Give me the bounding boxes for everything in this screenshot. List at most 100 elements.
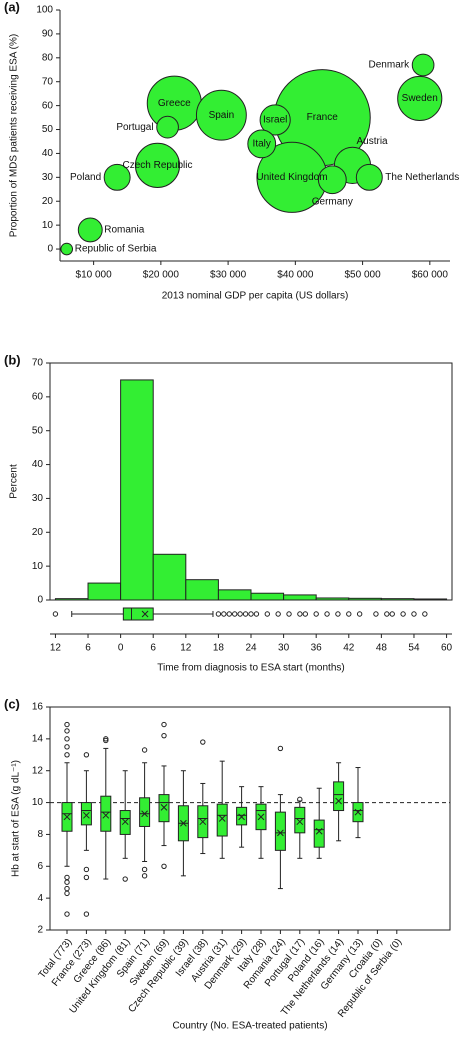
outlier — [83, 866, 90, 873]
x-tick-label: 6 — [85, 643, 91, 654]
outlier — [52, 611, 59, 617]
outlier — [356, 611, 363, 617]
bubble — [317, 165, 347, 195]
mean-marker — [141, 810, 148, 818]
outlier — [286, 611, 292, 617]
y-tick-label: 70 — [32, 358, 44, 369]
x-tick-label: 48 — [376, 643, 388, 654]
y-tick-label: 100 — [36, 5, 53, 16]
outlier — [161, 732, 167, 739]
x-tick-label: 54 — [408, 643, 420, 654]
mean-marker — [180, 819, 187, 827]
y-axis-title: Percent — [9, 464, 20, 499]
outlier — [221, 611, 227, 617]
x-tick-label: 42 — [343, 643, 355, 654]
box — [158, 794, 170, 823]
outlier — [297, 796, 303, 803]
outlier — [64, 721, 70, 728]
mean-marker — [238, 813, 245, 821]
x-tick-label: 0 — [118, 643, 124, 654]
outlier — [237, 611, 243, 617]
outlier — [64, 879, 70, 885]
y-tick-label: 50 — [32, 425, 44, 436]
x-tick-label: 60 — [441, 643, 453, 654]
outlier — [264, 611, 270, 617]
outlier — [422, 611, 428, 617]
x-axis-title: Time from diagnosis to ESA start (months… — [157, 663, 344, 674]
x-axis-title: 2013 nominal GDP per capita (US dollars) — [162, 291, 349, 302]
plot-frame — [49, 362, 453, 601]
outlier — [64, 728, 70, 734]
y-tick-label: 50 — [42, 124, 54, 135]
point-label: Denmark — [369, 60, 411, 71]
box — [100, 795, 112, 832]
mean-marker — [354, 808, 362, 816]
mean-marker — [296, 818, 304, 826]
outlier — [83, 874, 90, 881]
mean-marker — [121, 818, 129, 826]
outlier — [141, 747, 148, 753]
point-label: Sweden — [402, 93, 438, 104]
point-label: Czech Republic — [122, 160, 192, 171]
outlier — [400, 611, 406, 617]
outlier — [64, 736, 70, 742]
histogram-bar — [380, 598, 415, 601]
mean-marker — [199, 818, 207, 826]
bubble — [60, 242, 74, 256]
box — [216, 803, 228, 837]
x-tick-label: $50 000 — [345, 270, 382, 281]
plot-frame — [49, 706, 451, 931]
outlier — [373, 611, 379, 617]
y-tick-label: 10 — [42, 220, 54, 231]
point-label: France — [307, 112, 339, 123]
outlier — [297, 611, 303, 617]
outlier — [384, 611, 390, 617]
outlier — [64, 744, 70, 750]
outlier — [411, 611, 417, 617]
y-tick-label: 40 — [42, 148, 54, 159]
x-tick-label: $40 000 — [277, 270, 314, 281]
outlier — [324, 611, 330, 617]
outlier — [248, 611, 254, 617]
y-tick-label: 70 — [42, 76, 54, 87]
point-label: Poland — [70, 172, 101, 183]
outlier — [64, 752, 70, 758]
x-tick-label: 30 — [278, 643, 290, 654]
y-tick-label: 10 — [32, 561, 44, 572]
x-axis-title: Country (No. ESA-treated patients) — [172, 1021, 327, 1032]
outlier — [226, 611, 232, 617]
y-tick-label: 30 — [32, 493, 44, 504]
mean-marker — [335, 797, 342, 805]
outlier — [83, 752, 90, 758]
point-label: Italy — [253, 139, 271, 150]
histogram-bar — [185, 579, 219, 601]
y-tick-label: 40 — [32, 459, 44, 470]
histogram-bar — [283, 594, 317, 601]
bubble — [247, 129, 277, 159]
outlier — [335, 611, 341, 617]
outlier — [64, 874, 70, 881]
point-label: Germany — [312, 196, 353, 207]
y-tick-label: 12 — [32, 765, 44, 776]
histogram-bar — [54, 598, 89, 601]
x-tick-label: $30 000 — [210, 270, 247, 281]
bubble — [195, 89, 247, 141]
y-tick-label: 20 — [32, 527, 44, 538]
histogram-bar — [348, 597, 382, 601]
mean-marker — [102, 811, 110, 819]
outlier — [215, 611, 222, 617]
histogram-bar — [250, 592, 285, 601]
outlier — [302, 611, 309, 617]
outlier — [242, 611, 249, 617]
x-tick-label: 12 — [180, 643, 192, 654]
outlier — [141, 866, 148, 873]
histogram-bar — [315, 597, 350, 601]
y-tick-label: 90 — [42, 29, 54, 40]
mean-marker — [63, 813, 71, 821]
point-label: Republic of Serbia — [75, 244, 157, 255]
point-label: Austria — [357, 136, 389, 147]
outlier — [103, 737, 109, 744]
box — [333, 781, 345, 812]
histogram-bar — [120, 379, 154, 601]
outlier — [232, 611, 238, 617]
